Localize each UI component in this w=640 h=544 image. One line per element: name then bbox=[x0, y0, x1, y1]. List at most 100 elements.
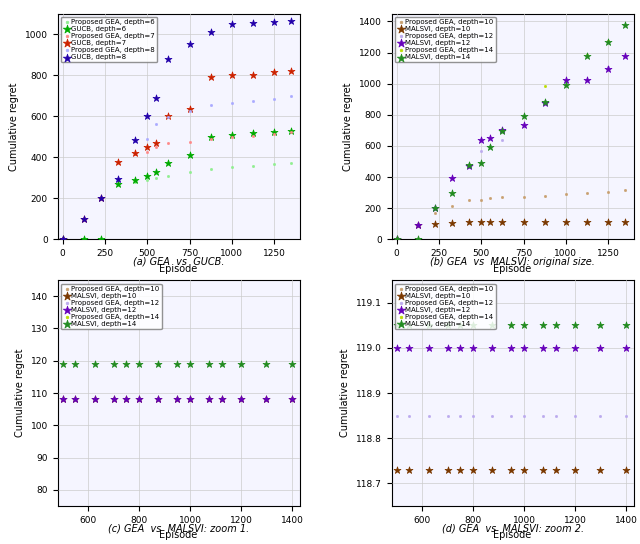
Legend: Proposed GEA, depth=10, MALSVI, depth=10, Proposed GEA, depth=12, MALSVI, depth=: Proposed GEA, depth=10, MALSVI, depth=10… bbox=[395, 283, 496, 329]
MALSVI, depth=10 bbox=[620, 218, 630, 227]
Proposed GEA, depth=14 bbox=[621, 321, 631, 330]
Proposed GEA, depth=12 bbox=[487, 411, 497, 420]
MALSVI, depth=10 bbox=[551, 466, 561, 474]
Proposed GEA, depth=12 bbox=[551, 411, 561, 420]
MALSVI, depth=14 bbox=[455, 321, 465, 330]
Proposed GEA, depth=14 bbox=[442, 321, 452, 330]
Proposed GEA, depth=10 bbox=[468, 466, 478, 474]
MALSVI, depth=10 bbox=[442, 466, 452, 474]
Proposed GEA, depth=7 bbox=[227, 132, 237, 141]
MALSVI, depth=10 bbox=[468, 466, 478, 474]
GUCB, depth=7 bbox=[79, 214, 89, 223]
MALSVI, depth=10 bbox=[595, 466, 605, 474]
MALSVI, depth=12 bbox=[538, 343, 548, 352]
Proposed GEA, depth=10 bbox=[476, 195, 486, 204]
Proposed GEA, depth=10 bbox=[404, 466, 415, 474]
MALSVI, depth=12 bbox=[442, 343, 452, 352]
Proposed GEA, depth=14 bbox=[121, 360, 131, 368]
MALSVI, depth=10 bbox=[392, 466, 402, 474]
Proposed GEA, depth=14 bbox=[506, 321, 516, 330]
MALSVI, depth=14 bbox=[392, 235, 402, 244]
Proposed GEA, depth=6 bbox=[163, 171, 173, 180]
X-axis label: Episode: Episode bbox=[159, 530, 198, 540]
Proposed GEA, depth=14 bbox=[595, 321, 605, 330]
Proposed GEA, depth=14 bbox=[58, 360, 68, 368]
Proposed GEA, depth=14 bbox=[392, 235, 402, 244]
MALSVI, depth=10 bbox=[506, 466, 516, 474]
MALSVI, depth=12 bbox=[620, 51, 630, 60]
GUCB, depth=6 bbox=[269, 127, 279, 136]
Proposed GEA, depth=10 bbox=[287, 395, 297, 404]
Proposed GEA, depth=12 bbox=[455, 411, 465, 420]
MALSVI, depth=14 bbox=[570, 321, 580, 330]
Proposed GEA, depth=10 bbox=[58, 395, 68, 404]
MALSVI, depth=10 bbox=[497, 218, 508, 227]
GUCB, depth=8 bbox=[248, 18, 258, 27]
Proposed GEA, depth=14 bbox=[185, 360, 195, 368]
Proposed GEA, depth=7 bbox=[129, 150, 140, 159]
Proposed GEA, depth=6 bbox=[269, 160, 279, 169]
MALSVI, depth=14 bbox=[236, 360, 246, 368]
MALSVI, depth=10 bbox=[287, 395, 297, 404]
Proposed GEA, depth=14 bbox=[90, 360, 100, 368]
Proposed GEA, depth=10 bbox=[442, 466, 452, 474]
Proposed GEA, depth=10 bbox=[261, 395, 271, 404]
GUCB, depth=6 bbox=[248, 128, 258, 137]
GUCB, depth=6 bbox=[286, 126, 296, 135]
Proposed GEA, depth=6 bbox=[184, 168, 195, 176]
Proposed GEA, depth=7 bbox=[248, 132, 258, 140]
MALSVI, depth=14 bbox=[595, 321, 605, 330]
Proposed GEA, depth=6 bbox=[58, 235, 68, 244]
Proposed GEA, depth=10 bbox=[487, 466, 497, 474]
MALSVI, depth=12 bbox=[392, 343, 402, 352]
Proposed GEA, depth=12 bbox=[392, 411, 402, 420]
MALSVI, depth=14 bbox=[153, 360, 163, 368]
MALSVI, depth=12 bbox=[497, 126, 508, 135]
MALSVI, depth=14 bbox=[58, 360, 68, 368]
Proposed GEA, depth=6 bbox=[79, 235, 89, 244]
Proposed GEA, depth=14 bbox=[424, 321, 434, 330]
GUCB, depth=7 bbox=[163, 112, 173, 121]
GUCB, depth=6 bbox=[113, 180, 123, 188]
MALSVI, depth=14 bbox=[518, 112, 529, 120]
Proposed GEA, depth=14 bbox=[134, 360, 144, 368]
Proposed GEA, depth=14 bbox=[153, 360, 163, 368]
Proposed GEA, depth=10 bbox=[540, 191, 550, 200]
Proposed GEA, depth=14 bbox=[455, 321, 465, 330]
Proposed GEA, depth=10 bbox=[603, 188, 613, 196]
MALSVI, depth=14 bbox=[468, 321, 478, 330]
Proposed GEA, depth=12 bbox=[109, 395, 119, 404]
Proposed GEA, depth=12 bbox=[463, 163, 474, 171]
Proposed GEA, depth=14 bbox=[570, 321, 580, 330]
MALSVI, depth=12 bbox=[506, 343, 516, 352]
MALSVI, depth=10 bbox=[463, 218, 474, 227]
Proposed GEA, depth=10 bbox=[518, 192, 529, 201]
Proposed GEA, depth=14 bbox=[413, 235, 423, 244]
GUCB, depth=7 bbox=[205, 73, 216, 82]
MALSVI, depth=12 bbox=[134, 395, 144, 404]
Legend: Proposed GEA, depth=6, GUCB, depth=6, Proposed GEA, depth=7, GUCB, depth=7, Prop: Proposed GEA, depth=6, GUCB, depth=6, Pr… bbox=[61, 17, 157, 63]
MALSVI, depth=14 bbox=[621, 321, 631, 330]
Proposed GEA, depth=8 bbox=[248, 96, 258, 105]
MALSVI, depth=14 bbox=[70, 360, 81, 368]
Proposed GEA, depth=10 bbox=[484, 194, 495, 202]
MALSVI, depth=14 bbox=[287, 360, 297, 368]
Proposed GEA, depth=14 bbox=[497, 127, 508, 135]
Proposed GEA, depth=12 bbox=[261, 395, 271, 404]
Proposed GEA, depth=12 bbox=[540, 99, 550, 108]
MALSVI, depth=14 bbox=[442, 321, 452, 330]
Proposed GEA, depth=14 bbox=[468, 321, 478, 330]
Proposed GEA, depth=14 bbox=[519, 321, 529, 330]
MALSVI, depth=10 bbox=[121, 395, 131, 404]
Proposed GEA, depth=7 bbox=[58, 235, 68, 244]
MALSVI, depth=12 bbox=[413, 221, 423, 230]
MALSVI, depth=12 bbox=[484, 134, 495, 143]
MALSVI, depth=12 bbox=[172, 395, 182, 404]
Proposed GEA, depth=7 bbox=[205, 134, 216, 143]
Proposed GEA, depth=10 bbox=[621, 466, 631, 474]
MALSVI, depth=14 bbox=[551, 321, 561, 330]
MALSVI, depth=12 bbox=[447, 174, 457, 182]
MALSVI, depth=12 bbox=[217, 395, 227, 404]
MALSVI, depth=12 bbox=[603, 65, 613, 73]
MALSVI, depth=12 bbox=[621, 343, 631, 352]
